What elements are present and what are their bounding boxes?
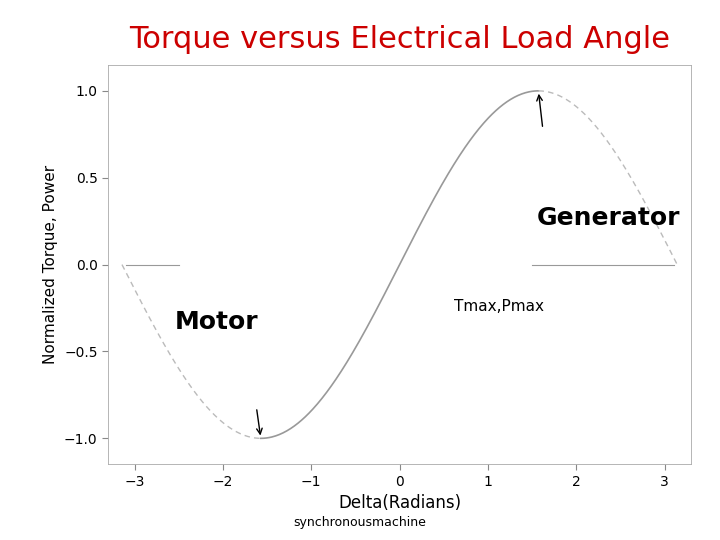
Y-axis label: Normalized Torque, Power: Normalized Torque, Power bbox=[43, 165, 58, 364]
Text: Tmax,Pmax: Tmax,Pmax bbox=[454, 299, 544, 314]
Title: Torque versus Electrical Load Angle: Torque versus Electrical Load Angle bbox=[129, 25, 670, 54]
Text: Generator: Generator bbox=[536, 206, 680, 230]
Text: synchronousmachine: synchronousmachine bbox=[294, 516, 426, 529]
X-axis label: Delta(Radians): Delta(Radians) bbox=[338, 495, 462, 512]
Text: Motor: Motor bbox=[174, 310, 258, 334]
